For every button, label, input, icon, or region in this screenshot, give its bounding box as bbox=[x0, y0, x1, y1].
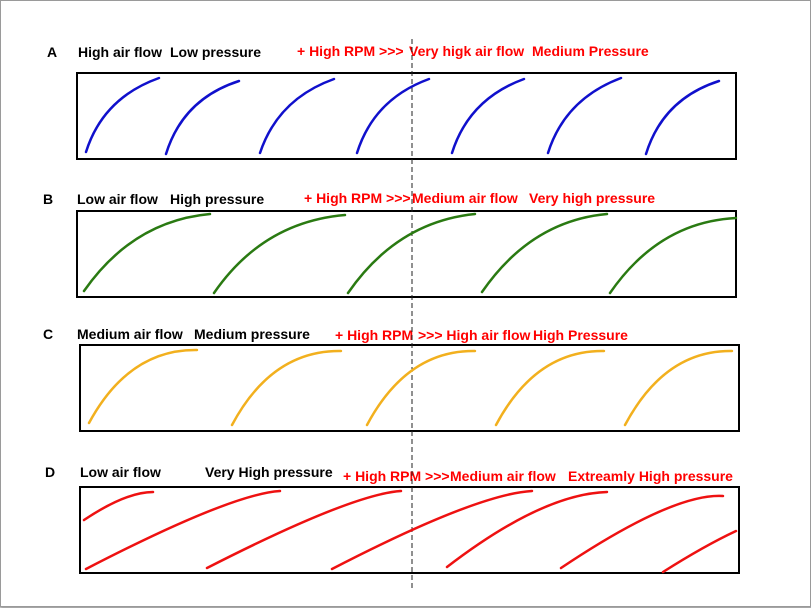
row-c-blade bbox=[365, 349, 477, 427]
row-d-letter: D bbox=[45, 464, 56, 480]
row-d-airflow-label: Low air flow bbox=[80, 464, 161, 480]
row-c-blade-frame bbox=[79, 344, 740, 432]
row-a-blade bbox=[164, 79, 241, 156]
row-b-blade bbox=[480, 212, 609, 294]
row-c-result-pressure-label: High Pressure bbox=[533, 327, 628, 343]
row-c-blade bbox=[494, 349, 606, 427]
row-c-blades bbox=[87, 348, 734, 427]
row-c-pressure-label: Medium pressure bbox=[194, 326, 310, 342]
row-d-blade bbox=[559, 494, 725, 570]
row-a-result-airflow-label: Very higk air flow bbox=[409, 43, 525, 59]
row-a-blade bbox=[84, 76, 161, 154]
row-a-result-pressure-label: Medium Pressure bbox=[532, 43, 649, 59]
row-d-blade bbox=[661, 529, 738, 574]
row-b-airflow-label: Low air flow bbox=[77, 191, 158, 207]
row-c-rpm-label: + High RPM bbox=[335, 327, 414, 343]
row-d-blade bbox=[205, 489, 403, 570]
row-c-blade bbox=[87, 348, 199, 425]
row-d-rpm-label: + High RPM >>> bbox=[343, 468, 450, 484]
row-d-result-pressure-label: Extreamly High pressure bbox=[568, 468, 733, 484]
row-b-blade-frame bbox=[76, 210, 737, 298]
row-d-blade bbox=[82, 490, 155, 522]
row-d-blade bbox=[84, 489, 282, 571]
row-b-pressure-label: High pressure bbox=[170, 191, 265, 207]
row-b-blade bbox=[608, 216, 738, 295]
row-d-blade-frame bbox=[79, 486, 740, 574]
row-c-letter: C bbox=[43, 326, 54, 342]
row-c-blade bbox=[623, 349, 734, 427]
row-a-pressure-label: Low pressure bbox=[170, 44, 262, 60]
row-b-blade bbox=[346, 212, 477, 295]
row-b-blades bbox=[82, 212, 738, 295]
row-c-blade bbox=[230, 349, 343, 427]
row-a-blade bbox=[450, 77, 526, 155]
row-d-pressure-label: Very High pressure bbox=[205, 464, 333, 480]
row-a-blades bbox=[84, 76, 721, 156]
row-d-blade bbox=[330, 489, 534, 571]
row-a-blade bbox=[644, 79, 721, 156]
row-b-result-airflow-label: Medium air flow bbox=[412, 190, 518, 206]
row-b-blade bbox=[212, 213, 347, 295]
row-a-rpm-label: + High RPM >>> bbox=[297, 43, 404, 59]
row-c-result-airflow-label: >>> High air flow bbox=[418, 327, 531, 343]
row-b-result-pressure-label: Very high pressure bbox=[529, 190, 656, 206]
row-a-airflow-label: High air flow bbox=[78, 44, 162, 60]
row-a-blade bbox=[355, 77, 431, 155]
row-d-blades bbox=[82, 489, 738, 574]
row-b-letter: B bbox=[43, 191, 54, 207]
row-d-blade bbox=[445, 490, 609, 569]
row-c-airflow-label: Medium air flow bbox=[77, 326, 183, 342]
row-a-blade bbox=[546, 76, 623, 155]
row-a-blade-frame bbox=[76, 72, 737, 160]
row-a-blade bbox=[258, 77, 336, 155]
row-a-letter: A bbox=[47, 44, 58, 60]
row-b-blade bbox=[82, 212, 212, 293]
row-b-rpm-label: + High RPM >>> bbox=[304, 190, 411, 206]
row-d-result-airflow-label: Medium air flow bbox=[450, 468, 556, 484]
